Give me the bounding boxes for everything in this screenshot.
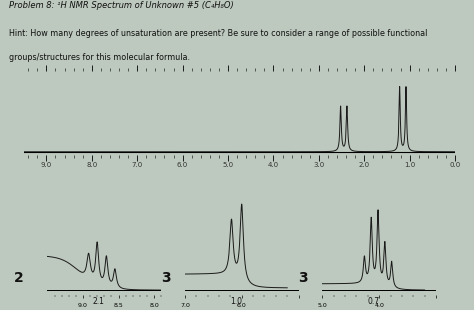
Text: Hint: How many degrees of unsaturation are present? Be sure to consider a range : Hint: How many degrees of unsaturation a… — [9, 29, 428, 38]
Text: 2: 2 — [14, 271, 24, 285]
Text: 3: 3 — [299, 271, 308, 285]
Text: 2.1: 2.1 — [92, 297, 105, 306]
Text: 3: 3 — [161, 271, 171, 285]
Text: Problem 8: ¹H NMR Spectrum of Unknown #5 (C₄H₈O): Problem 8: ¹H NMR Spectrum of Unknown #5… — [9, 2, 234, 11]
Text: groups/structures for this molecular formula.: groups/structures for this molecular for… — [9, 53, 191, 63]
Text: 0.7: 0.7 — [367, 297, 380, 306]
Text: 1.0: 1.0 — [230, 297, 242, 306]
